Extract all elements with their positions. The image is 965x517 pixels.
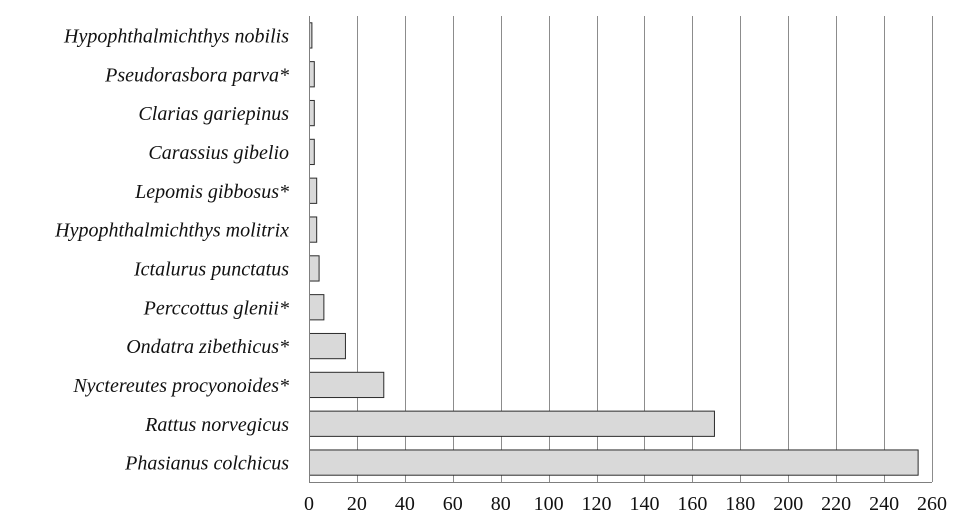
bar-1 xyxy=(309,61,315,88)
bar-7 xyxy=(309,294,325,321)
category-label-5: Hypophthalmichthys molitrix xyxy=(54,220,289,242)
x-tick-label-20: 20 xyxy=(347,493,367,515)
x-tick-label-40: 40 xyxy=(395,493,415,515)
category-label-1: Pseudorasbora parva* xyxy=(104,64,289,86)
bar-6 xyxy=(309,255,320,282)
axes xyxy=(309,16,932,483)
x-tick-label-200: 200 xyxy=(773,493,803,515)
bar-2 xyxy=(309,99,315,127)
bar-11 xyxy=(309,449,919,476)
bar-3 xyxy=(309,138,315,166)
category-label-8: Ondatra zibethicus* xyxy=(126,336,289,358)
category-label-2: Clarias gariepinus xyxy=(138,103,289,125)
category-label-10: Rattus norvegicus xyxy=(144,414,289,436)
x-tick-label-220: 220 xyxy=(821,493,851,515)
x-tick-label-60: 60 xyxy=(443,493,463,515)
bar-4 xyxy=(309,177,318,204)
x-tick-label-140: 140 xyxy=(629,493,659,515)
bars xyxy=(309,22,919,476)
x-tick-label-80: 80 xyxy=(491,493,511,515)
x-tick-label-240: 240 xyxy=(869,493,899,515)
category-label-0: Hypophthalmichthys nobilis xyxy=(63,25,289,47)
category-label-3: Carassius gibelio xyxy=(148,142,289,164)
category-label-11: Phasianus colchicus xyxy=(124,453,289,475)
x-tick-label-160: 160 xyxy=(677,493,707,515)
category-label-7: Perccottus glenii* xyxy=(143,297,289,319)
category-label-4: Lepomis gibbosus* xyxy=(134,181,289,203)
category-label-9: Nyctereutes procyonoides* xyxy=(72,375,289,397)
category-labels: Hypophthalmichthys nobilis Pseudorasbora … xyxy=(54,25,289,474)
category-label-6: Ictalurus punctatus xyxy=(133,258,289,280)
x-tick-label-0: 0 xyxy=(304,493,314,515)
bar-5 xyxy=(309,216,318,243)
bar-9 xyxy=(309,371,385,399)
x-tick-labels: 0 20 40 60 80 100 120 140 160 180 200 220 240 260 xyxy=(304,493,947,515)
x-tick-label-120: 120 xyxy=(582,493,612,515)
x-tick-label-100: 100 xyxy=(534,493,564,515)
bar-8 xyxy=(309,332,346,360)
x-tick-label-180: 180 xyxy=(725,493,755,515)
x-tick-label-260: 260 xyxy=(917,493,947,515)
bar-10 xyxy=(309,410,715,437)
gridlines xyxy=(357,16,933,482)
